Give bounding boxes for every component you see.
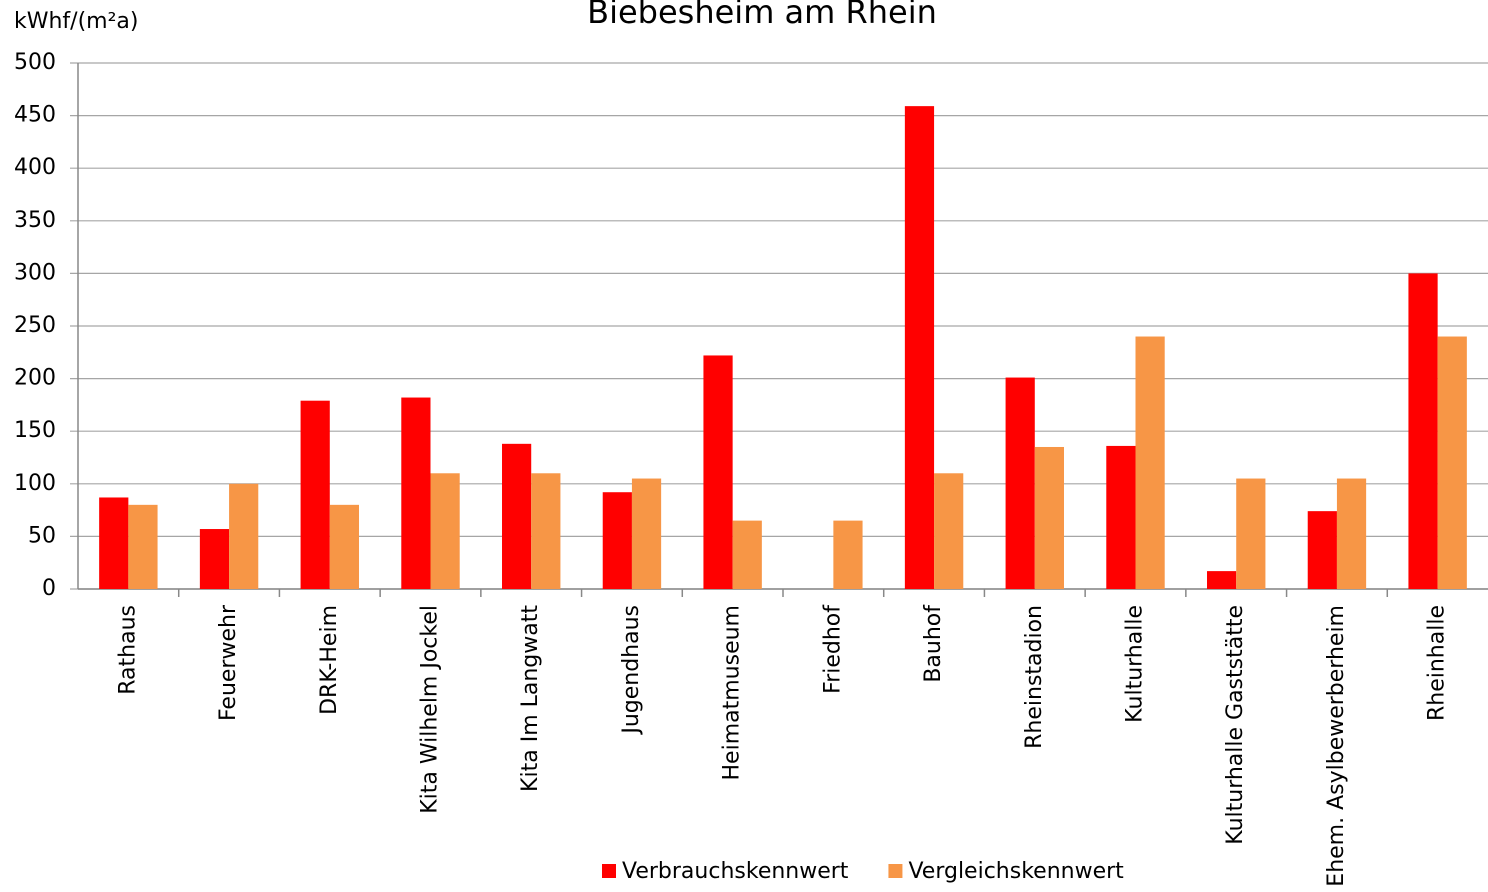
x-tick-label: Heimatmuseum bbox=[720, 605, 745, 780]
y-tick-label: 50 bbox=[28, 523, 56, 548]
bar bbox=[199, 529, 230, 589]
y-tick-label: 500 bbox=[14, 50, 56, 75]
bar bbox=[401, 397, 431, 589]
bar bbox=[1207, 571, 1237, 589]
legend-swatch bbox=[888, 864, 903, 878]
x-tick-label: Rathaus bbox=[115, 605, 140, 695]
x-tick-label: Ehem. Asylbewerberheim bbox=[1324, 605, 1349, 887]
bar bbox=[329, 504, 359, 589]
bar bbox=[1437, 336, 1467, 589]
y-tick-label: 450 bbox=[14, 103, 56, 128]
y-tick-label: 200 bbox=[14, 366, 56, 391]
bar bbox=[703, 355, 733, 589]
x-tick-label: Rheinhalle bbox=[1425, 605, 1450, 721]
x-tick-label: DRK-Heim bbox=[317, 605, 342, 715]
legend-label: Vergleichskennwert bbox=[908, 859, 1124, 884]
y-tick-label: 100 bbox=[14, 471, 56, 496]
bar bbox=[99, 497, 129, 589]
x-tick-label: Kulturhalle Gaststätte bbox=[1223, 605, 1248, 845]
legend-swatch bbox=[602, 864, 616, 878]
bar bbox=[430, 473, 460, 589]
x-tick-label: Kita Wilhelm Jockel bbox=[418, 605, 443, 814]
bar bbox=[602, 492, 632, 589]
bar bbox=[128, 504, 158, 589]
bar bbox=[904, 106, 935, 589]
bar bbox=[300, 400, 330, 589]
y-tick-label: 400 bbox=[14, 155, 56, 180]
x-tick-label: Bauhof bbox=[921, 604, 946, 683]
y-tick-label: 300 bbox=[14, 260, 56, 285]
legend-label: Verbrauchskennwert bbox=[622, 859, 849, 884]
bar bbox=[1336, 478, 1367, 589]
bar bbox=[833, 520, 863, 589]
bar bbox=[732, 520, 762, 589]
bar bbox=[1106, 445, 1136, 589]
bar bbox=[1005, 377, 1035, 589]
bar bbox=[1236, 478, 1266, 589]
bar bbox=[1408, 273, 1438, 589]
y-axis-label: kWhf/(m²a) bbox=[14, 9, 139, 34]
bar bbox=[631, 478, 662, 589]
bar bbox=[1307, 511, 1337, 589]
y-tick-label: 0 bbox=[42, 576, 56, 601]
bar bbox=[1135, 336, 1165, 589]
y-tick-label: 250 bbox=[14, 313, 56, 338]
bar bbox=[502, 443, 532, 589]
x-tick-label: Rheinstadion bbox=[1022, 605, 1047, 749]
x-tick-label: Feuerwehr bbox=[216, 604, 241, 721]
y-tick-label: 350 bbox=[14, 208, 56, 233]
bar bbox=[1034, 446, 1064, 589]
bar bbox=[229, 483, 259, 589]
x-tick-label: Kulturhalle bbox=[1123, 605, 1148, 723]
chart-title: Biebesheim am Rhein bbox=[587, 0, 937, 31]
bar bbox=[531, 473, 561, 589]
x-tick-label: Friedhof bbox=[820, 604, 845, 694]
y-tick-label: 150 bbox=[14, 418, 56, 443]
bar bbox=[934, 473, 964, 589]
x-tick-label: Kita Im Langwatt bbox=[518, 605, 543, 792]
x-tick-label: Jugendhaus bbox=[619, 605, 644, 736]
